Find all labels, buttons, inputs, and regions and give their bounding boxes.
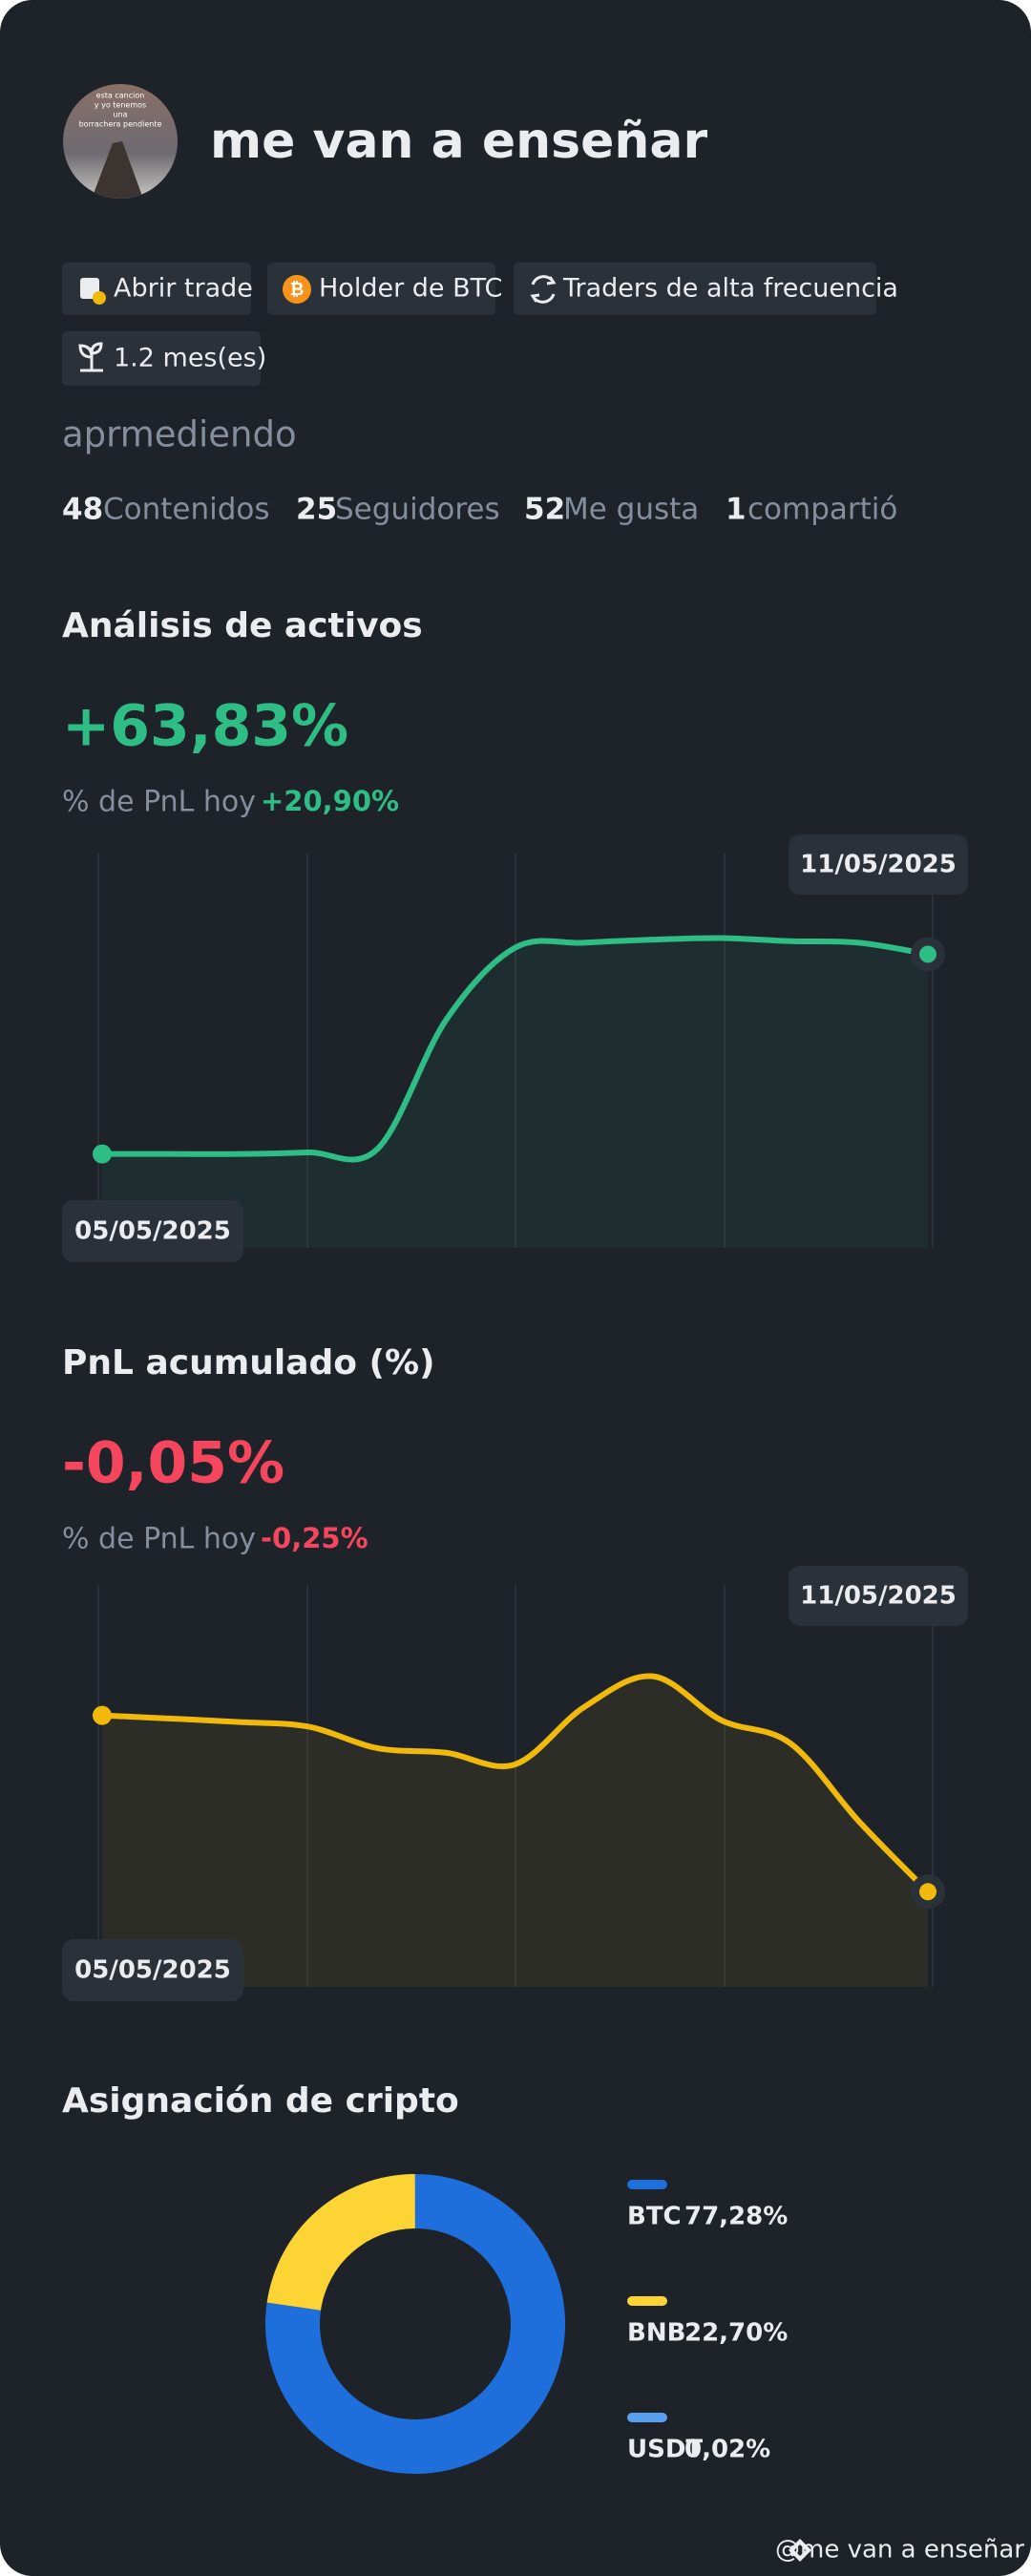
date-label-box	[789, 1566, 968, 1626]
tag[interactable]	[514, 263, 876, 315]
profile-name: me van a enseñar	[210, 113, 707, 170]
logo	[789, 2539, 811, 2562]
date-label: 11/05/2025	[800, 851, 957, 879]
avatar[interactable]: esta cancion y yo tenemos una borrachera…	[63, 84, 178, 199]
stat-label[interactable]: compartió	[747, 493, 897, 527]
legend-value: 0,02%	[684, 2436, 770, 2464]
line	[99, 935, 931, 1163]
line	[99, 1673, 931, 1895]
tag-icon	[78, 342, 103, 372]
date-label-box	[789, 834, 968, 895]
avatar-text: una	[113, 111, 127, 119]
section-title: Análisis de activos	[62, 606, 423, 645]
stat-label[interactable]: Seguidores	[335, 493, 500, 527]
legend-name: BNB	[627, 2319, 685, 2348]
stat-count: 52	[524, 493, 565, 527]
pnl-value: +63,83%	[62, 693, 348, 760]
start-point	[93, 1144, 112, 1164]
legend-name: USDT	[627, 2436, 703, 2464]
today-value: -0,25%	[261, 1522, 368, 1554]
end-point	[919, 1883, 936, 1901]
date-label-box	[62, 1939, 243, 2001]
tag-text: Traders de alta frecuencia	[562, 274, 898, 304]
stat-label[interactable]: Contenidos	[103, 493, 270, 527]
legend-swatch	[627, 2296, 667, 2306]
date-label-box	[62, 1200, 243, 1262]
avatar-text: esta cancion	[96, 92, 145, 100]
today-value: +20,90%	[261, 785, 399, 817]
line-area	[102, 938, 928, 1248]
legend-value: 22,70%	[684, 2319, 788, 2348]
date-label: 05/05/2025	[74, 1217, 231, 1246]
legend-swatch	[627, 2413, 667, 2422]
watermark: @me van a enseñar	[775, 2536, 1024, 2565]
today-label: % de PnL hoy	[62, 786, 256, 819]
legend-value: 77,28%	[684, 2203, 788, 2231]
tag-text: Holder de BTC	[319, 274, 502, 304]
avatar-text: y yo tenemos	[95, 101, 146, 110]
stat-label[interactable]: Me gusta	[563, 493, 699, 527]
today-label: % de PnL hoy	[62, 1523, 256, 1556]
tag[interactable]	[62, 263, 251, 315]
legend-name: BTC	[627, 2203, 682, 2231]
btc-icon	[283, 275, 311, 304]
bio: aprmediendo	[62, 414, 297, 455]
tag-text: 1.2 mes(es)	[114, 344, 266, 373]
start-point	[93, 1705, 112, 1725]
btc-icon: ₿	[290, 280, 305, 300]
avatar-text: borrachera pendiente	[79, 120, 162, 129]
legend-swatch	[627, 2180, 667, 2189]
stat-count: 25	[296, 493, 337, 527]
donut-slice	[264, 2174, 565, 2474]
date-label: 11/05/2025	[800, 1582, 957, 1611]
tag[interactable]	[62, 331, 261, 386]
section-title: Asignación de cripto	[62, 2081, 459, 2121]
line-area	[102, 1676, 928, 1987]
pnl-value: -0,05%	[62, 1430, 284, 1497]
stat-count: 48	[62, 493, 103, 527]
end-point	[919, 945, 936, 963]
tag-icon	[530, 275, 557, 304]
donut-slice	[266, 2174, 415, 2311]
date-label: 05/05/2025	[74, 1956, 231, 1985]
tag[interactable]	[267, 263, 495, 315]
tag-icon	[93, 291, 106, 305]
stat-count: 1	[726, 493, 747, 527]
tag-text: Abrir trade	[114, 274, 253, 304]
section-title: PnL acumulado (%)	[62, 1343, 435, 1383]
